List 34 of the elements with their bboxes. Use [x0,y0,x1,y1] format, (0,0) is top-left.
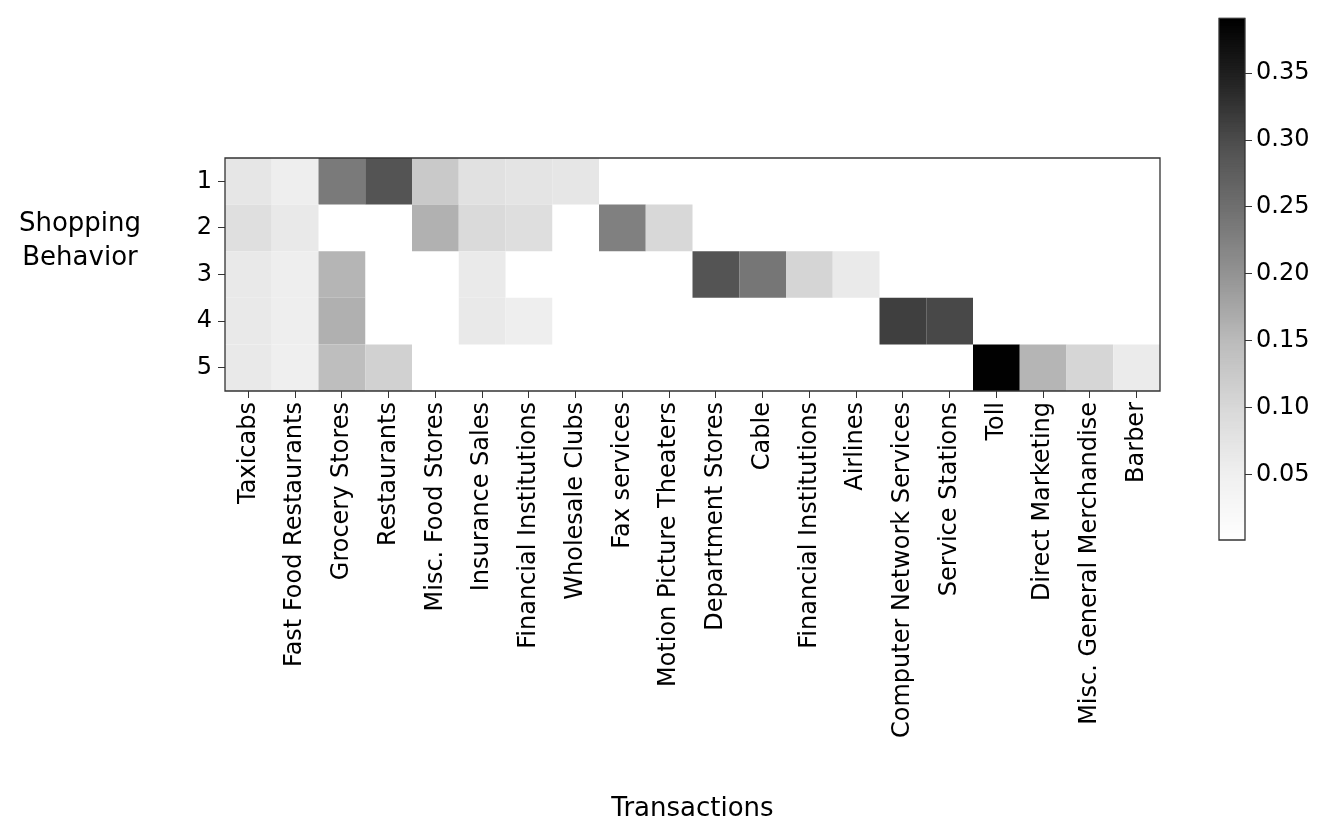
x-tick-label: Barber [1120,401,1149,483]
x-tick-label: Financial Institutions [513,402,542,649]
color-bar-label: 0.25 [1256,191,1310,220]
x-tick-label: Department Stores [700,402,729,631]
x-tick-label: Misc. Food Stores [419,402,448,612]
x-tick-label: Financial Institutions [793,402,822,649]
color-bar-label: 0.10 [1256,391,1310,420]
y-tick-label: 5 [196,351,212,380]
x-tick-label: Fast Food Restaurants [279,402,308,667]
x-tick-label: Misc. General Merchandise [1074,402,1103,725]
y-tick-label: 4 [196,305,212,334]
x-tick-label: Motion Picture Theaters [653,402,682,688]
y-tick-label: 1 [196,165,212,194]
x-tick-label: Cable [746,402,775,471]
x-tick-label: Service Stations [933,402,962,597]
x-tick-label: Insurance Sales [466,402,495,592]
x-tick-label: Toll [980,402,1009,442]
x-axis-title: Transactions [610,792,774,823]
color-bar-label: 0.20 [1256,258,1310,287]
color-bar-label: 0.35 [1256,57,1310,86]
y-tick-label: 3 [196,258,212,287]
x-tick-label: Airlines [840,402,869,491]
x-tick-label: Grocery Stores [326,402,355,581]
x-tick-label: Wholesale Clubs [559,402,588,600]
x-tick-label: Taxicabs [232,402,261,505]
color-bar-label: 0.05 [1256,458,1310,487]
x-tick-label: Computer Network Services [887,402,916,738]
x-tick-label: Direct Marketing [1027,402,1056,602]
y-tick-label: 2 [196,212,212,241]
y-axis-title: Shopping Behavior [18,207,142,272]
x-tick-label: Restaurants [372,402,401,546]
color-bar-label: 0.30 [1256,124,1310,153]
color-bar-label: 0.15 [1256,324,1310,353]
x-tick-label: Fax services [606,402,635,549]
